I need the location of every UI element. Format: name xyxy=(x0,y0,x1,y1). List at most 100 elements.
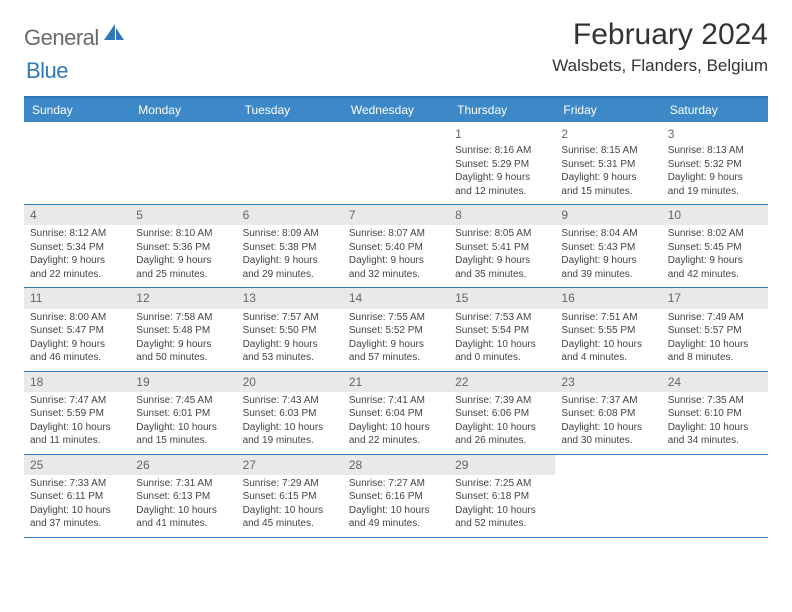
day-number: 5 xyxy=(130,205,236,225)
dow-cell: Sunday xyxy=(24,98,130,122)
day-number: 8 xyxy=(449,205,555,225)
calendar-day: 22Sunrise: 7:39 AMSunset: 6:06 PMDayligh… xyxy=(449,372,555,454)
day-number: 2 xyxy=(561,126,655,142)
calendar-day: 19Sunrise: 7:45 AMSunset: 6:01 PMDayligh… xyxy=(130,372,236,454)
day-info-line: Daylight: 10 hours and 8 minutes. xyxy=(668,338,762,365)
calendar-day: 23Sunrise: 7:37 AMSunset: 6:08 PMDayligh… xyxy=(555,372,661,454)
calendar-day: 29Sunrise: 7:25 AMSunset: 6:18 PMDayligh… xyxy=(449,455,555,537)
day-number: 21 xyxy=(343,372,449,392)
calendar-day: 1 Sunrise: 8:16 AMSunset: 5:29 PMDaylight… xyxy=(449,122,555,204)
day-info-line: Daylight: 9 hours and 12 minutes. xyxy=(455,171,549,198)
calendar-day: 9Sunrise: 8:04 AMSunset: 5:43 PMDaylight… xyxy=(555,205,661,287)
day-number: 24 xyxy=(662,372,768,392)
day-info-line: Daylight: 9 hours and 39 minutes. xyxy=(561,254,655,281)
calendar-week: 25Sunrise: 7:33 AMSunset: 6:11 PMDayligh… xyxy=(24,455,768,538)
calendar-day: 13Sunrise: 7:57 AMSunset: 5:50 PMDayligh… xyxy=(237,288,343,370)
day-info-line: Sunrise: 7:25 AM xyxy=(455,477,549,491)
day-number: 15 xyxy=(449,288,555,308)
day-number: 9 xyxy=(555,205,661,225)
day-number: 11 xyxy=(24,288,130,308)
calendar-week: 18Sunrise: 7:47 AMSunset: 5:59 PMDayligh… xyxy=(24,372,768,455)
day-info-line: Daylight: 9 hours and 50 minutes. xyxy=(136,338,230,365)
day-info-line: Sunset: 6:03 PM xyxy=(243,407,337,421)
day-info-line: Sunrise: 7:33 AM xyxy=(30,477,124,491)
day-info-line: Daylight: 9 hours and 32 minutes. xyxy=(349,254,443,281)
brand-logo: General xyxy=(24,18,128,51)
day-number: 7 xyxy=(343,205,449,225)
day-info-line: Daylight: 9 hours and 22 minutes. xyxy=(30,254,124,281)
calendar-day: 2Sunrise: 8:15 AMSunset: 5:31 PMDaylight… xyxy=(555,122,661,204)
day-info-line: Sunset: 6:13 PM xyxy=(136,490,230,504)
day-info-line: Sunrise: 8:05 AM xyxy=(455,227,549,241)
day-info-line: Sunrise: 7:49 AM xyxy=(668,311,762,325)
day-info-line: Sunrise: 7:29 AM xyxy=(243,477,337,491)
day-info-line: Sunrise: 7:41 AM xyxy=(349,394,443,408)
day-info-line: Daylight: 9 hours and 57 minutes. xyxy=(349,338,443,365)
day-number: 4 xyxy=(24,205,130,225)
day-info-line: Sunrise: 7:47 AM xyxy=(30,394,124,408)
day-info-line: Sunrise: 7:55 AM xyxy=(349,311,443,325)
calendar-day: 28Sunrise: 7:27 AMSunset: 6:16 PMDayligh… xyxy=(343,455,449,537)
calendar-week: 4Sunrise: 8:12 AMSunset: 5:34 PMDaylight… xyxy=(24,205,768,288)
day-info-line: Sunset: 5:41 PM xyxy=(455,241,549,255)
dow-cell: Friday xyxy=(555,98,661,122)
calendar-body: 1Sunrise: 8:16 AMSunset: 5:29 PMDaylight… xyxy=(24,122,768,538)
day-number: 14 xyxy=(343,288,449,308)
day-info-line: Sunrise: 7:51 AM xyxy=(561,311,655,325)
brand-word-1: General xyxy=(24,25,99,51)
calendar-day: 27Sunrise: 7:29 AMSunset: 6:15 PMDayligh… xyxy=(237,455,343,537)
day-info-line: Sunset: 5:29 PM xyxy=(455,158,549,172)
day-info-line: Daylight: 9 hours and 19 minutes. xyxy=(668,171,762,198)
day-info-line: Daylight: 10 hours and 0 minutes. xyxy=(455,338,549,365)
calendar-day: 18Sunrise: 7:47 AMSunset: 5:59 PMDayligh… xyxy=(24,372,130,454)
day-info-line: Daylight: 10 hours and 37 minutes. xyxy=(30,504,124,531)
day-info-line: Sunrise: 8:15 AM xyxy=(561,144,655,158)
brand-word-2: Blue xyxy=(26,58,68,83)
calendar-day: 12Sunrise: 7:58 AMSunset: 5:48 PMDayligh… xyxy=(130,288,236,370)
calendar-day: 17Sunrise: 7:49 AMSunset: 5:57 PMDayligh… xyxy=(662,288,768,370)
day-info-line: Sunrise: 7:58 AM xyxy=(136,311,230,325)
day-info-line: Sunset: 5:55 PM xyxy=(561,324,655,338)
day-info-line: Sunset: 5:43 PM xyxy=(561,241,655,255)
dow-cell: Saturday xyxy=(662,98,768,122)
calendar-day: 14Sunrise: 7:55 AMSunset: 5:52 PMDayligh… xyxy=(343,288,449,370)
day-info-line: Daylight: 10 hours and 45 minutes. xyxy=(243,504,337,531)
day-info-line: Daylight: 10 hours and 15 minutes. xyxy=(136,421,230,448)
day-info-line: Sunset: 5:34 PM xyxy=(30,241,124,255)
calendar-day xyxy=(24,122,130,204)
calendar-day: 4Sunrise: 8:12 AMSunset: 5:34 PMDaylight… xyxy=(24,205,130,287)
dow-cell: Wednesday xyxy=(343,98,449,122)
day-info-line: Sunset: 5:32 PM xyxy=(668,158,762,172)
day-info-line: Sunset: 6:06 PM xyxy=(455,407,549,421)
day-info-line: Sunrise: 8:02 AM xyxy=(668,227,762,241)
day-number: 12 xyxy=(130,288,236,308)
day-info-line: Sunrise: 7:43 AM xyxy=(243,394,337,408)
day-info-line: Sunset: 5:36 PM xyxy=(136,241,230,255)
day-number: 22 xyxy=(449,372,555,392)
day-info-line: Sunset: 6:11 PM xyxy=(30,490,124,504)
day-number: 28 xyxy=(343,455,449,475)
day-info-line: Sunrise: 7:31 AM xyxy=(136,477,230,491)
day-info-line: Sunset: 6:04 PM xyxy=(349,407,443,421)
day-number: 1 xyxy=(455,126,549,142)
day-number: 23 xyxy=(555,372,661,392)
day-info-line: Sunrise: 7:45 AM xyxy=(136,394,230,408)
calendar-day: 16Sunrise: 7:51 AMSunset: 5:55 PMDayligh… xyxy=(555,288,661,370)
day-info-line: Daylight: 9 hours and 35 minutes. xyxy=(455,254,549,281)
calendar-day xyxy=(343,122,449,204)
day-info-line: Sunset: 6:01 PM xyxy=(136,407,230,421)
calendar-day: 24Sunrise: 7:35 AMSunset: 6:10 PMDayligh… xyxy=(662,372,768,454)
calendar-day: 5Sunrise: 8:10 AMSunset: 5:36 PMDaylight… xyxy=(130,205,236,287)
day-info-line: Sunset: 5:40 PM xyxy=(349,241,443,255)
day-number: 6 xyxy=(237,205,343,225)
calendar-week: 1Sunrise: 8:16 AMSunset: 5:29 PMDaylight… xyxy=(24,122,768,205)
calendar-day xyxy=(662,455,768,537)
day-info-line: Sunrise: 7:37 AM xyxy=(561,394,655,408)
day-number: 13 xyxy=(237,288,343,308)
calendar-day: 20Sunrise: 7:43 AMSunset: 6:03 PMDayligh… xyxy=(237,372,343,454)
day-number: 29 xyxy=(449,455,555,475)
day-info-line: Sunset: 6:15 PM xyxy=(243,490,337,504)
day-info-line: Daylight: 10 hours and 49 minutes. xyxy=(349,504,443,531)
day-info-line: Sunrise: 8:16 AM xyxy=(455,144,549,158)
day-info-line: Daylight: 10 hours and 11 minutes. xyxy=(30,421,124,448)
